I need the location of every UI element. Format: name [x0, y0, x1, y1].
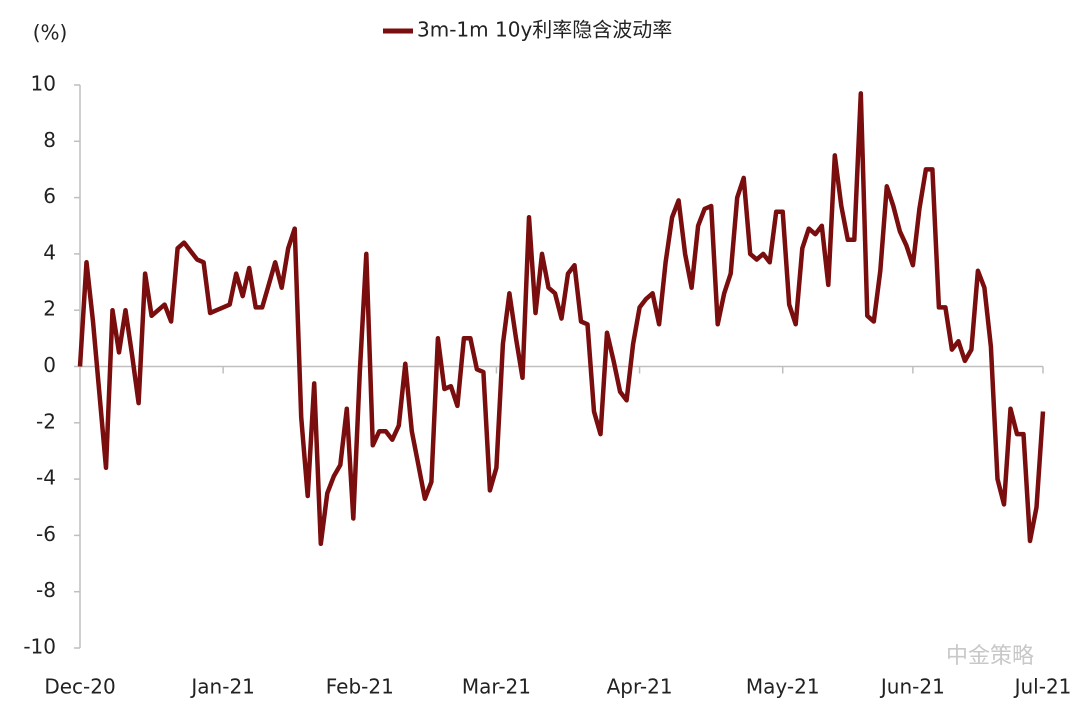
y-tick-label: 8	[43, 128, 56, 152]
x-tick-label: Apr-21	[607, 675, 673, 699]
y-tick-label: 6	[43, 184, 56, 208]
x-tick-label: Dec-20	[44, 675, 115, 699]
y-tick-label: 0	[43, 353, 56, 377]
y-tick-label: -6	[36, 522, 56, 546]
legend-label: 3m-1m 10y利率隐含波动率	[417, 18, 672, 42]
watermark: 中金策略	[946, 644, 1034, 669]
y-tick-label: -2	[36, 409, 56, 433]
x-tick-label: Feb-21	[326, 675, 394, 699]
x-tick-label: May-21	[746, 675, 820, 699]
y-tick-label: -10	[23, 635, 56, 659]
x-tick-label: Jul-21	[1013, 675, 1072, 699]
x-tick-label: Jan-21	[189, 675, 255, 699]
y-tick-label: 2	[43, 297, 56, 321]
y-tick-label: -4	[36, 466, 56, 490]
x-tick-label: Jun-21	[879, 675, 945, 699]
y-tick-label: 4	[43, 240, 56, 264]
data-line	[77, 91, 1046, 547]
y-tick-label: -8	[36, 578, 56, 602]
x-tick-label: Mar-21	[462, 675, 531, 699]
y-tick-label: 10	[31, 72, 56, 96]
unit-label: (%)	[33, 21, 68, 45]
